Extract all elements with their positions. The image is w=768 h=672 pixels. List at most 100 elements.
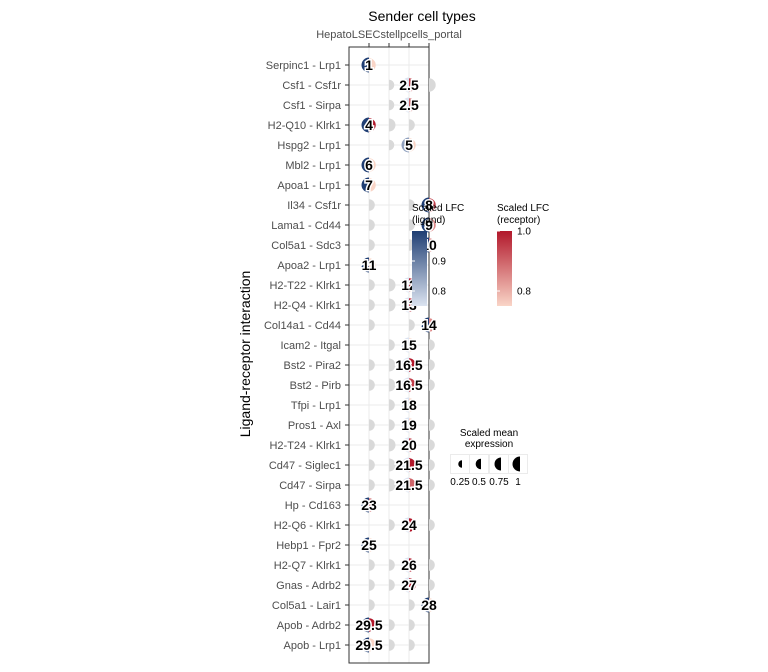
ligand-half-dot: [401, 277, 409, 293]
legend-ligand-tick-label: 0.8: [432, 287, 446, 298]
rank-label: 21.5: [395, 457, 422, 473]
expression-dot: [389, 139, 395, 151]
expression-dot: [369, 239, 375, 251]
rank-label: 6: [365, 157, 373, 173]
y-tick-label: Col5a1 - Sdc3: [271, 240, 341, 252]
y-tick-label: Bst2 - Pira2: [284, 360, 341, 372]
expression-dot: [409, 319, 415, 331]
receptor-half-dot: [409, 338, 416, 352]
expression-dot: [409, 119, 415, 131]
receptor-half-dot: [409, 78, 416, 92]
receptor-half-dot: [409, 478, 416, 492]
legend-size-label: 0.5: [472, 477, 486, 488]
expression-dot: [389, 478, 396, 492]
ligand-half-dot: [401, 137, 409, 153]
legend-size-half-dot: [458, 460, 462, 468]
y-tick-label: Lama1 - Cd44: [271, 220, 341, 232]
rank-label: 9: [425, 217, 433, 233]
ligand-half-dot: [361, 157, 369, 173]
expression-dot: [369, 559, 375, 571]
expression-dot: [369, 579, 375, 591]
y-tick-label: Col14a1 - Cd44: [264, 320, 341, 332]
expression-dot: [409, 639, 415, 651]
receptor-half-dot: [429, 598, 436, 612]
y-axis-title: Ligand-receptor interaction: [237, 271, 253, 438]
rank-label: 5: [405, 137, 413, 153]
legend-ligand-colorbar: [412, 231, 427, 306]
y-tick-label: Gnas - Adrb2: [276, 580, 341, 592]
expression-dot: [389, 619, 395, 631]
rank-label: 23: [361, 497, 377, 513]
rank-label: 15: [401, 337, 417, 353]
y-tick-label: Hebp1 - Fpr2: [276, 540, 341, 552]
expression-dot: [369, 599, 375, 611]
y-tick-label: Bst2 - Pirb: [290, 380, 341, 392]
receptor-half-dot: [409, 518, 416, 532]
receptor-half-dot: [409, 458, 416, 472]
ligand-half-dot: [401, 517, 409, 533]
expression-dot: [389, 118, 396, 132]
y-axis-labels: Serpinc1 - Lrp1 Csf1 - Csf1r Csf1 - Sirpa H…: [264, 60, 349, 652]
expression-dot: [429, 559, 435, 571]
legend-size-title-2: expression: [465, 439, 513, 450]
expression-dot: [389, 339, 395, 351]
legend-size-label: 1: [515, 477, 521, 488]
legend-size-label: 0.75: [489, 477, 509, 488]
y-tick-label: Serpinc1 - Lrp1: [266, 60, 341, 72]
y-tick-label: Csf1 - Csf1r: [282, 80, 341, 92]
receptor-half-dot: [369, 258, 376, 272]
ligand-half-dot: [401, 97, 409, 113]
y-tick-label: Apob - Adrb2: [277, 620, 341, 632]
expression-dot: [369, 359, 375, 371]
expression-dot: [429, 339, 435, 351]
expression-dot: [389, 298, 396, 312]
ligand-half-dot: [421, 197, 429, 213]
legend-size-label: 0.25: [450, 477, 470, 488]
ligand-half-dot: [401, 577, 409, 593]
ligand-half-dot: [361, 257, 369, 273]
expression-dot: [409, 199, 415, 211]
receptor-half-dot: [409, 438, 416, 452]
expression-dot: [369, 439, 375, 451]
rank-label: 27: [401, 577, 417, 593]
y-tick-label: Icam2 - Itgal: [280, 340, 341, 352]
ligand-half-dot: [401, 477, 409, 493]
rank-label: 20: [401, 437, 417, 453]
ligand-half-dot: [401, 437, 409, 453]
receptor-half-dot: [409, 138, 416, 152]
expression-dot: [369, 479, 375, 491]
receptor-half-dot: [369, 158, 376, 172]
expression-dot: [389, 399, 395, 411]
y-tick-label: Tfpi - Lrp1: [291, 400, 341, 412]
legend-receptor-tick-label: 0.8: [517, 287, 531, 298]
y-tick-label: Col5a1 - Lair1: [272, 600, 341, 612]
ligand-half-dot: [361, 57, 369, 73]
receptor-half-dot: [429, 318, 436, 332]
rank-label: 16.5: [395, 377, 422, 393]
expression-dot: [389, 419, 395, 431]
y-tick-label: H2-Q4 - Klrk1: [274, 300, 341, 312]
rank-label: 19: [401, 417, 417, 433]
legend-size-key: [469, 454, 489, 474]
expression-dot: [389, 579, 395, 591]
rank-label: 25: [361, 537, 377, 553]
expression-dot: [389, 519, 395, 531]
expression-dot: [389, 99, 395, 111]
receptor-half-dot: [369, 618, 376, 632]
expression-dot: [369, 299, 375, 311]
rank-label: 4: [365, 117, 373, 133]
rank-label: 2.5: [399, 77, 419, 93]
rank-label: 26: [401, 557, 417, 573]
y-tick-label: H2-Q7 - Klrk1: [274, 560, 341, 572]
receptor-half-dot: [429, 218, 436, 232]
receptor-half-dot: [369, 538, 376, 552]
expression-dot: [389, 458, 396, 472]
expression-dot: [389, 79, 395, 91]
ligand-half-dot: [401, 297, 409, 313]
y-tick-label: Mbl2 - Lrp1: [285, 160, 341, 172]
expression-dot: [429, 479, 435, 491]
ligand-half-dot: [401, 377, 409, 393]
expression-dot: [429, 379, 435, 391]
ligand-half-dot: [401, 457, 409, 473]
legend-size-half-dot: [512, 456, 520, 472]
